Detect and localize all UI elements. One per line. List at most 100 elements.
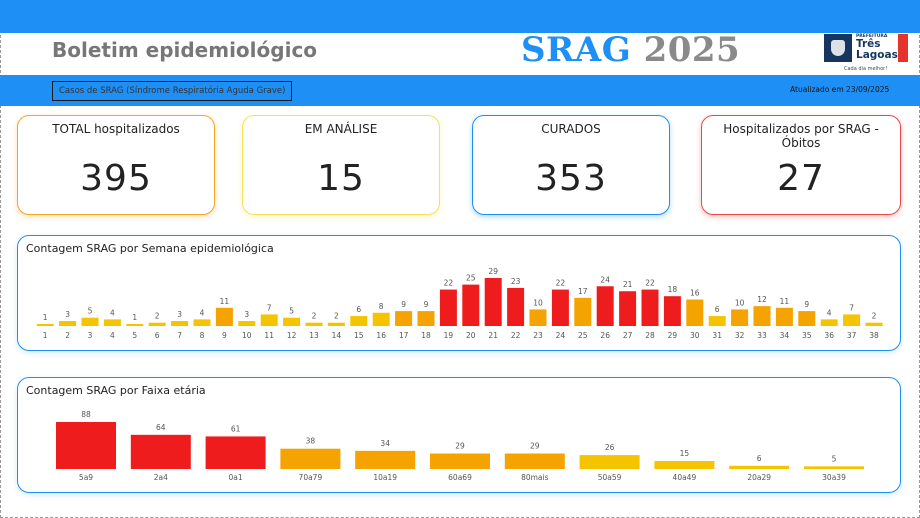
age-tick-label: 60a69 [448, 473, 472, 482]
age-chart-panel: Contagem SRAG por Faixa etária 88 5a9 64 2a… [17, 377, 901, 493]
weekly-bar[interactable] [775, 307, 793, 326]
weekly-bar[interactable] [372, 312, 390, 326]
weekly-bar[interactable] [484, 278, 502, 326]
weekly-bar-label: 24 [600, 275, 610, 284]
weekly-tick-label: 25 [578, 331, 588, 340]
subtitle-box: Casos de SRAG (Síndrome Respiratória Agu… [52, 81, 293, 101]
weekly-bar-label: 6 [715, 305, 720, 314]
logo-city-name: Três Lagoas [856, 39, 898, 61]
weekly-bar[interactable] [215, 307, 233, 326]
card-value: 395 [80, 158, 152, 199]
top-bar [0, 0, 920, 33]
weekly-tick-label: 10 [242, 331, 252, 340]
weekly-bar-label: 4 [200, 308, 205, 317]
weekly-bar[interactable] [283, 317, 301, 326]
weekly-bar[interactable] [350, 316, 368, 326]
srag-word: SRAG [521, 30, 632, 70]
age-tick-label: 40a49 [673, 473, 697, 482]
weekly-tick-label: 35 [802, 331, 812, 340]
weekly-bar[interactable] [462, 284, 480, 326]
age-bar[interactable] [654, 460, 715, 469]
weekly-bar[interactable] [395, 311, 413, 326]
age-bar[interactable] [729, 465, 790, 469]
weekly-tick-label: 36 [824, 331, 834, 340]
weekly-tick-label: 15 [354, 331, 364, 340]
weekly-bar-label: 1 [132, 313, 137, 322]
weekly-bar[interactable] [81, 317, 99, 326]
weekly-bar[interactable] [417, 311, 435, 326]
weekly-bar[interactable] [260, 314, 278, 326]
weekly-bar[interactable] [59, 321, 77, 326]
age-bar-label: 15 [680, 449, 690, 458]
weekly-tick-label: 11 [264, 331, 274, 340]
weekly-bar-label: 18 [668, 285, 678, 294]
weekly-bar[interactable] [731, 309, 749, 326]
weekly-tick-label: 2 [65, 331, 70, 340]
weekly-bar-label: 11 [220, 297, 230, 306]
weekly-bar[interactable] [171, 321, 189, 326]
age-bar-label: 26 [605, 443, 615, 452]
weekly-bar[interactable] [686, 299, 704, 326]
weekly-bar[interactable] [820, 319, 838, 326]
weekly-bar[interactable] [574, 297, 592, 326]
weekly-tick-label: 29 [668, 331, 678, 340]
weekly-bar-label: 4 [110, 308, 115, 317]
weekly-bar[interactable] [619, 291, 637, 326]
weekly-bar[interactable] [641, 289, 659, 326]
weekly-tick-label: 23 [533, 331, 543, 340]
weekly-bar[interactable] [663, 296, 681, 326]
weekly-bar[interactable] [148, 322, 166, 326]
age-bar[interactable] [804, 466, 864, 469]
weekly-bar-label: 23 [511, 277, 521, 286]
weekly-bar-label: 22 [556, 279, 566, 288]
weekly-bar-label: 22 [444, 279, 454, 288]
weekly-bar[interactable] [103, 319, 121, 326]
weekly-bar[interactable] [865, 322, 883, 326]
weekly-bar[interactable] [305, 322, 323, 326]
weekly-bar-label: 8 [379, 302, 384, 311]
weekly-bar[interactable] [327, 322, 345, 326]
age-bar[interactable] [430, 453, 490, 469]
weekly-bar[interactable] [507, 287, 525, 326]
card-label: TOTAL hospitalizados [52, 122, 180, 136]
weekly-bar[interactable] [126, 324, 144, 326]
age-bar-label: 38 [306, 437, 316, 446]
age-bar[interactable] [280, 448, 341, 469]
weekly-bar[interactable] [596, 286, 614, 326]
weekly-bar[interactable] [439, 289, 457, 326]
weekly-tick-label: 21 [488, 331, 498, 340]
weekly-bar[interactable] [193, 319, 211, 326]
weekly-bar-label: 7 [849, 303, 854, 312]
weekly-tick-label: 13 [309, 331, 319, 340]
weekly-bar[interactable] [708, 316, 726, 326]
weekly-bar-label: 6 [356, 305, 361, 314]
weekly-bar-label: 2 [155, 312, 160, 321]
age-bar[interactable] [56, 422, 116, 469]
age-bar[interactable] [130, 434, 191, 469]
age-bar[interactable] [504, 453, 565, 469]
weekly-bar-label: 22 [645, 279, 655, 288]
weekly-tick-label: 32 [735, 331, 745, 340]
age-bar-label: 61 [231, 424, 241, 433]
age-tick-label: 0a1 [229, 473, 243, 482]
weekly-bar[interactable] [753, 306, 771, 326]
weekly-tick-label: 24 [556, 331, 566, 340]
age-tick-label: 10a19 [373, 473, 397, 482]
weekly-bar-label: 3 [65, 310, 70, 319]
weekly-bar-label: 2 [872, 312, 877, 321]
age-bar[interactable] [355, 450, 416, 469]
weekly-bar[interactable] [529, 309, 547, 326]
weekly-bar-label: 1 [43, 313, 48, 322]
weekly-bar[interactable] [36, 324, 54, 326]
age-bar[interactable] [205, 436, 266, 469]
card-label: CURADOS [541, 122, 601, 136]
card-value: 353 [535, 158, 607, 199]
weekly-bar-label: 4 [827, 308, 832, 317]
weekly-bar[interactable] [843, 314, 861, 326]
logo-name-line1: Três [856, 38, 881, 50]
weekly-bar[interactable] [798, 311, 816, 326]
card-em-analise: EM ANÁLISE 15 [242, 115, 440, 215]
weekly-bar[interactable] [551, 289, 569, 326]
weekly-bar[interactable] [238, 321, 256, 326]
age-bar[interactable] [579, 455, 640, 469]
